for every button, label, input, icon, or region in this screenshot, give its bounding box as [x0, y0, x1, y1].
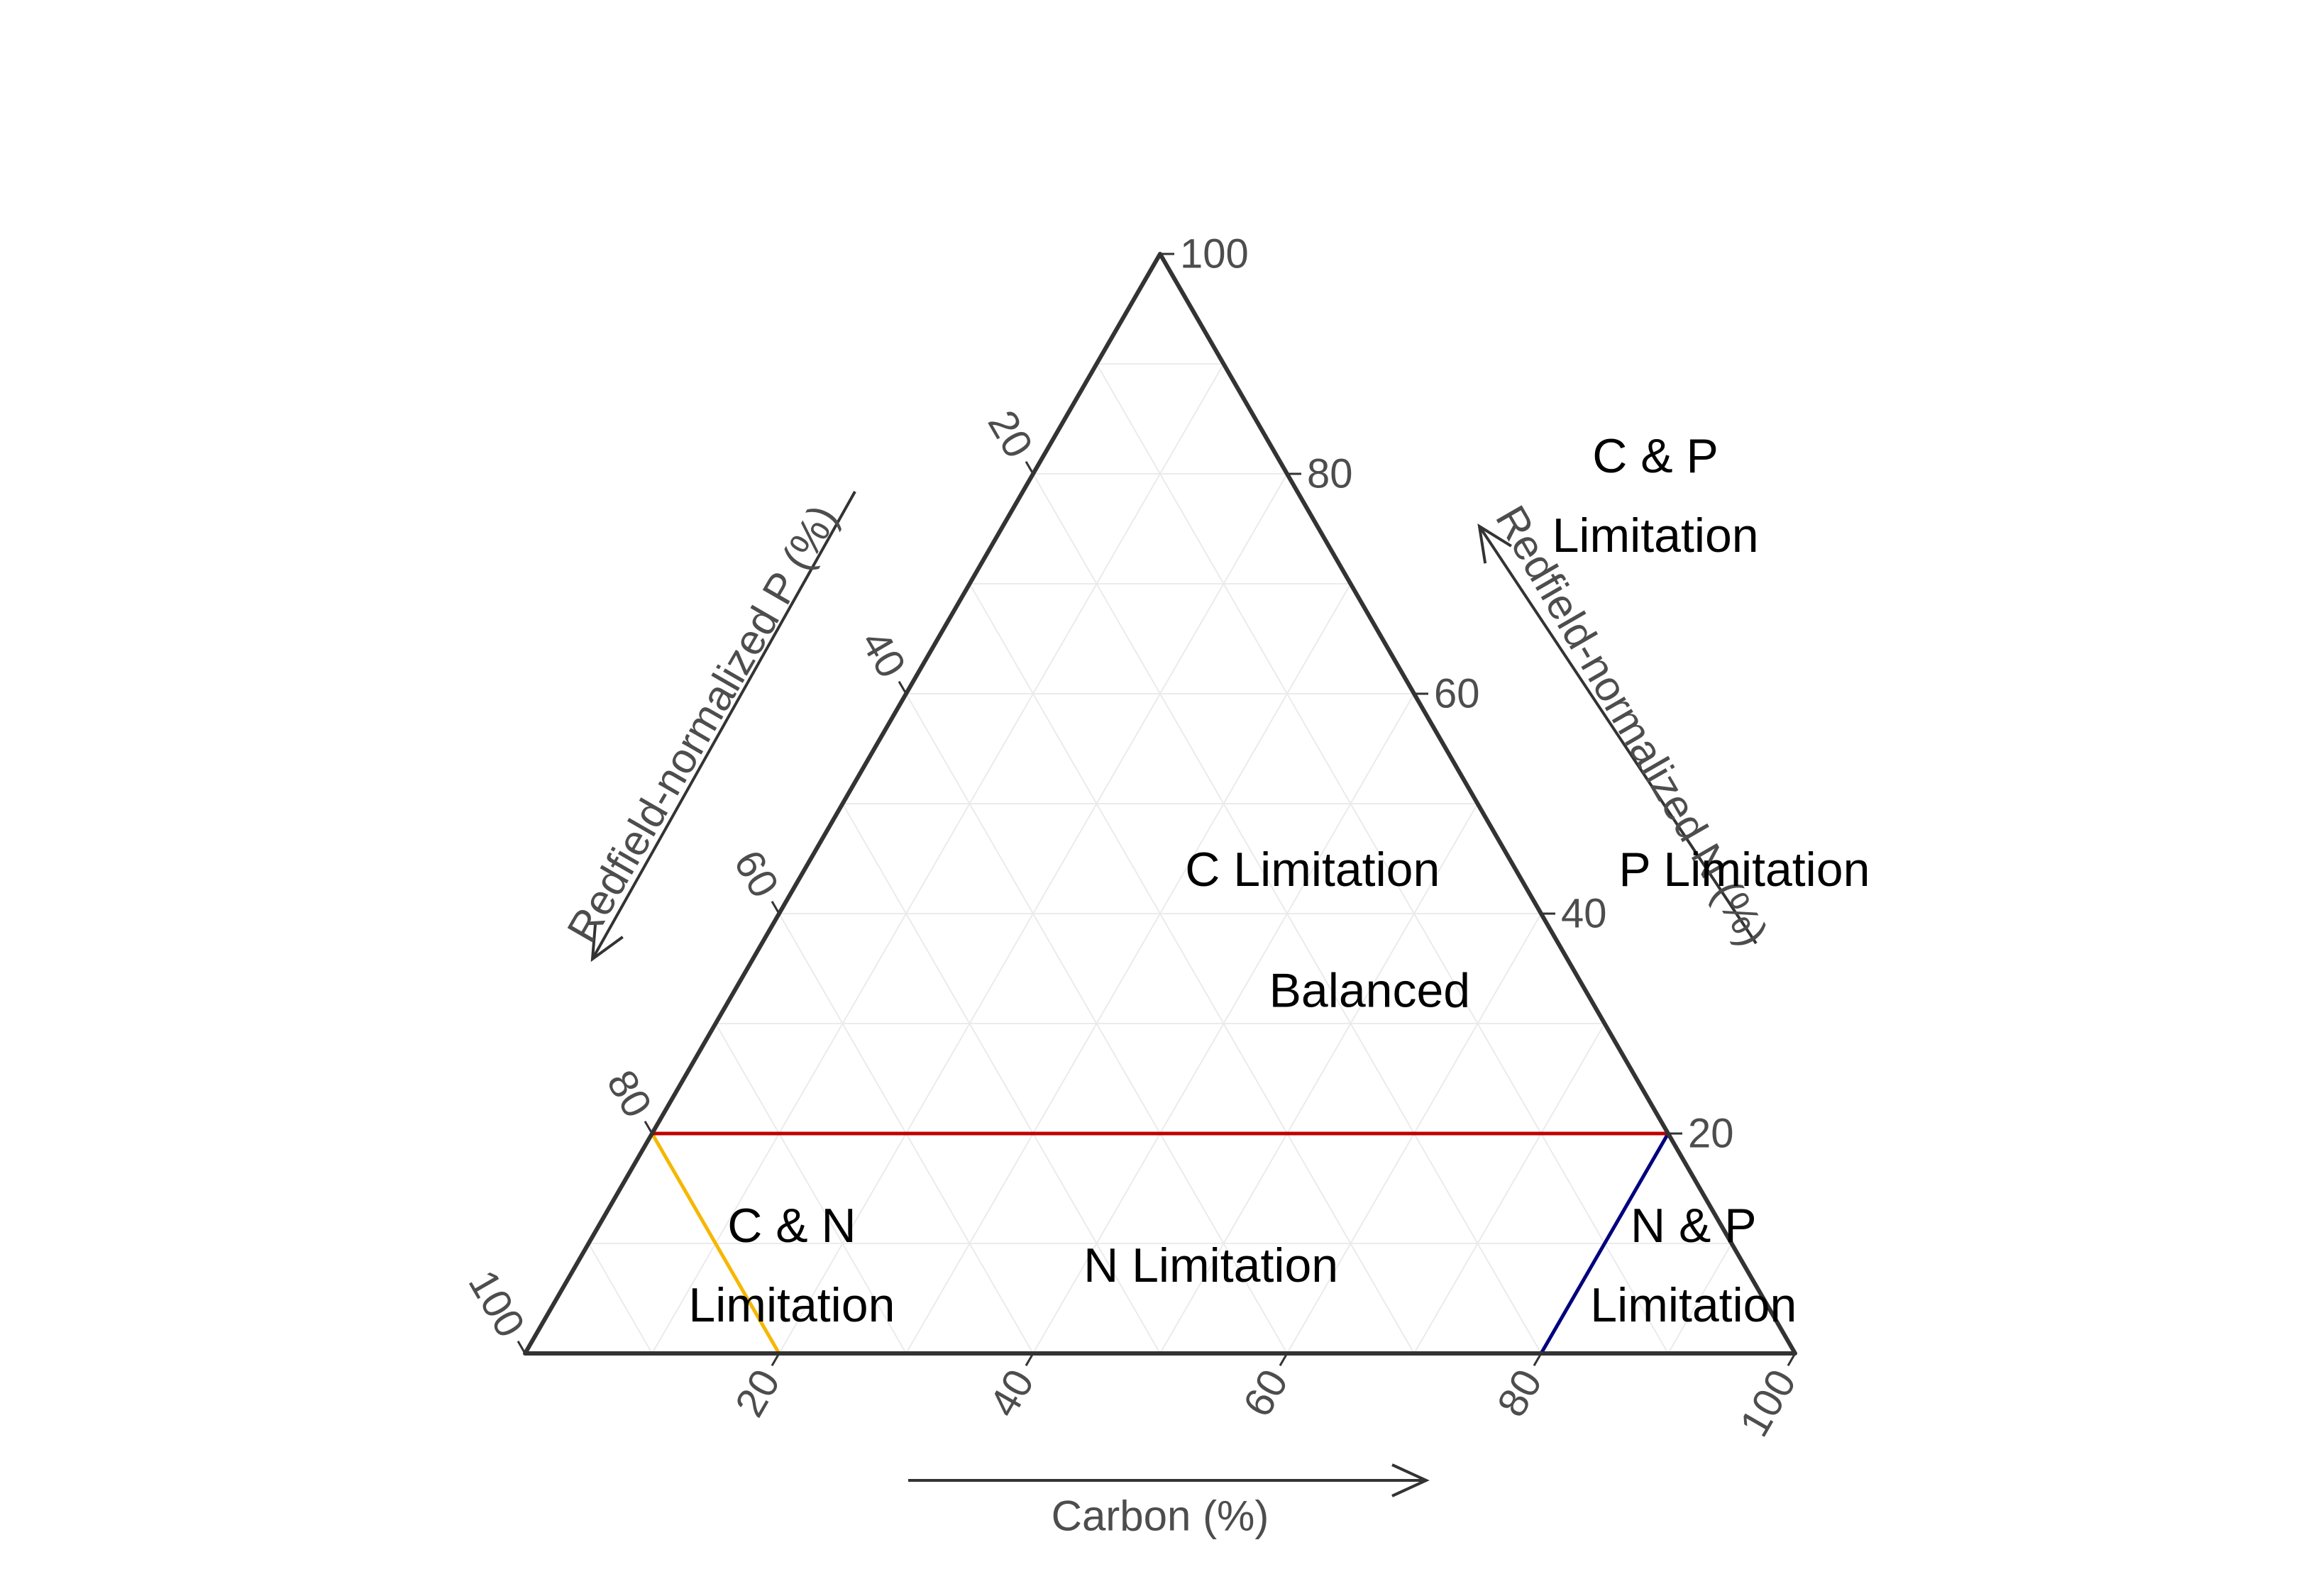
grid-line-carbon-90 [1667, 1243, 1733, 1354]
phosphorus-tick-label-60: 60 [725, 843, 788, 905]
region-label-3: Balanced [1269, 964, 1471, 1018]
carbon-tick-label-100: 100 [1731, 1362, 1805, 1444]
phosphorus-tick-20 [1025, 460, 1035, 475]
region-label-6: N & P Limitation [1590, 1199, 1797, 1332]
grid-line-carbon-70 [1413, 1023, 1606, 1354]
phosphorus-tick-label-100: 100 [459, 1263, 534, 1345]
carbon-tick-label-40: 40 [981, 1362, 1044, 1424]
carbon-tick-60 [1279, 1353, 1289, 1367]
grid-line-phosphorus-70 [715, 1023, 907, 1354]
threshold-line-carbon [1539, 1132, 1670, 1355]
region-label-line: Balanced [1269, 964, 1471, 1018]
phosphorus-tick-label-40: 40 [852, 623, 915, 685]
grid-line-carbon-10 [651, 363, 1225, 1354]
phosphorus-tick-60 [771, 900, 780, 914]
phosphorus-axis-title: Redfield-normalized P (%) [558, 491, 856, 963]
region-label-line: N & P [1631, 1199, 1757, 1253]
region-label-1: C Limitation [1185, 843, 1440, 897]
carbon-tick-label-80: 80 [1489, 1362, 1552, 1424]
region-label-line: P Limitation [1618, 843, 1870, 897]
grid-line-phosphorus-10 [1096, 363, 1669, 1354]
region-label-5: N Limitation [1083, 1238, 1338, 1292]
carbon-axis-arrowhead [1391, 1463, 1430, 1497]
phosphorus-axis-arrow [591, 491, 856, 960]
grid-line-phosphorus-50 [842, 803, 1161, 1354]
region-label-4: C & N Limitation [688, 1199, 895, 1332]
triangle-frame [523, 252, 1797, 1356]
carbon-tick-40 [1025, 1353, 1035, 1367]
region-label-line: C & N [727, 1199, 856, 1253]
phosphorus-axis-arrowhead [590, 921, 624, 963]
carbon-tick-label-20: 20 [727, 1362, 790, 1424]
carbon-axis-label: Carbon (%) [1052, 1492, 1269, 1540]
phosphorus-tick-40 [898, 680, 907, 694]
nitrogen-axis-arrowhead [1477, 523, 1512, 564]
threshold-lines [650, 1131, 1670, 1355]
phosphorus-tick-label-20: 20 [979, 403, 1042, 465]
nitrogen-tick-label-80: 80 [1307, 451, 1353, 497]
nitrogen-tick-label-100: 100 [1180, 231, 1249, 277]
carbon-tick-80 [1533, 1353, 1543, 1367]
region-label-line: N Limitation [1083, 1238, 1338, 1292]
grid-line-phosphorus-90 [587, 1243, 653, 1354]
nitrogen-tick-label-20: 20 [1688, 1111, 1734, 1157]
threshold-line-phosphorus [650, 1132, 781, 1355]
region-label-line: C Limitation [1185, 843, 1440, 897]
nitrogen-tick-label-40: 40 [1561, 891, 1607, 937]
carbon-tick-20 [771, 1353, 780, 1367]
region-label-line: C & P [1592, 429, 1719, 483]
region-label-line: Limitation [1552, 509, 1759, 563]
nitrogen-tick-label-60: 60 [1434, 671, 1480, 717]
phosphorus-axis-label: Redfield-normalized P (%) [558, 497, 847, 950]
region-label-2: P Limitation [1618, 843, 1870, 897]
grid-line-carbon-50 [1159, 803, 1479, 1354]
region-labels: C & P Limitation C Limitation P Limitation B… [688, 429, 1870, 1332]
triangle-border [523, 252, 1797, 1356]
phosphorus-tick-label-80: 80 [598, 1063, 661, 1125]
carbon-tick-label-60: 60 [1235, 1362, 1298, 1424]
nitrogen-axis-arrow [1478, 525, 1758, 945]
phosphorus-tick-100 [517, 1340, 526, 1354]
carbon-axis-title: Carbon (%) [908, 1463, 1430, 1540]
phosphorus-tick-80 [644, 1120, 653, 1134]
grid-line-phosphorus-30 [969, 583, 1415, 1354]
region-label-0: C & P Limitation [1552, 429, 1759, 563]
region-label-line: Limitation [1590, 1278, 1797, 1332]
carbon-tick-100 [1787, 1353, 1797, 1367]
region-label-line: Limitation [688, 1278, 895, 1332]
grid-line-carbon-30 [905, 583, 1352, 1354]
